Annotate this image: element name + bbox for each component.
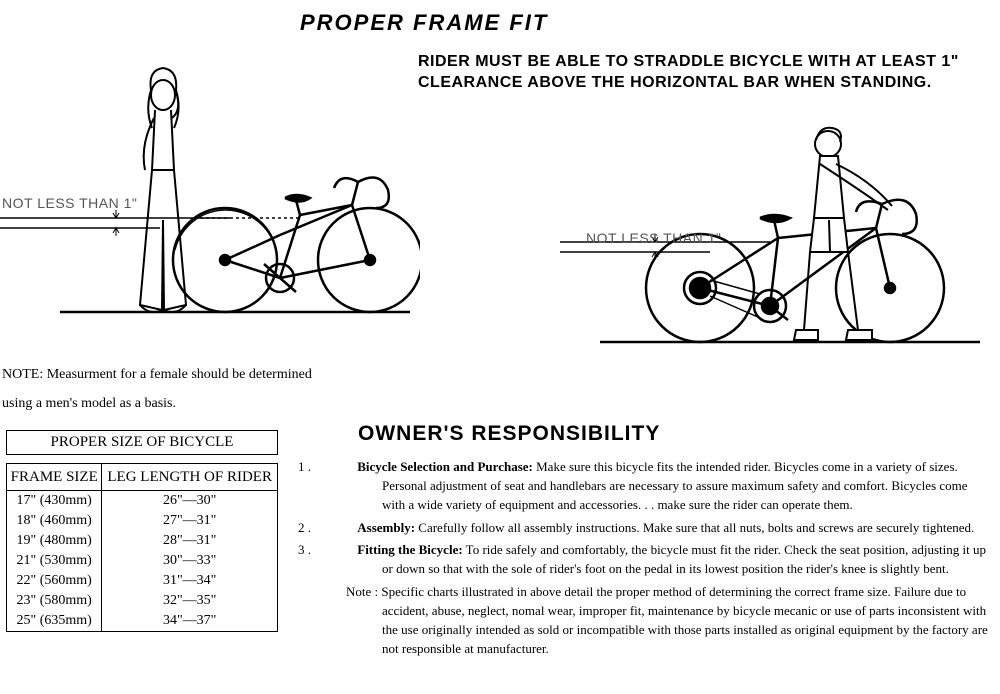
size-table-title: PROPER SIZE OF BICYCLE xyxy=(6,430,278,455)
table-cell: 26"—30" xyxy=(102,491,278,512)
table-row: 17" (430mm)26"—30" xyxy=(7,491,278,512)
owner-item: 2 . Assembly: Carefully follow all assem… xyxy=(340,519,990,538)
table-cell: 22" (560mm) xyxy=(7,571,102,591)
table-cell: 19" (480mm) xyxy=(7,531,102,551)
table-cell: 28"—31" xyxy=(102,531,278,551)
owner-list: 1 . Bicycle Selection and Purchase: Make… xyxy=(340,458,990,662)
table-row: 18" (460mm)27"—31" xyxy=(7,511,278,531)
table-row: 21" (530mm)30"—33" xyxy=(7,551,278,571)
table-cell: 21" (530mm) xyxy=(7,551,102,571)
table-cell: 32"—35" xyxy=(102,591,278,611)
diagram-female-bike xyxy=(0,60,420,320)
table-cell: 25" (635mm) xyxy=(7,611,102,632)
table-cell: 17" (430mm) xyxy=(7,491,102,512)
owner-title: OWNER'S RESPONSIBILITY xyxy=(358,422,660,446)
size-table-grid: FRAME SIZE LEG LENGTH OF RIDER 17" (430m… xyxy=(6,463,278,632)
table-cell: 31"—34" xyxy=(102,571,278,591)
table-row: 25" (635mm)34"—37" xyxy=(7,611,278,632)
table-cell: 27"—31" xyxy=(102,511,278,531)
note-female: NOTE: Measurment for a female should be … xyxy=(2,360,342,419)
owner-item: 3 . Fitting the Bicycle: To ride safely … xyxy=(340,541,990,579)
table-row: 22" (560mm)31"—34" xyxy=(7,571,278,591)
col-frame-size: FRAME SIZE xyxy=(7,464,102,491)
owner-note: Note : Specific charts illustrated in ab… xyxy=(340,583,990,658)
col-leg-length: LEG LENGTH OF RIDER xyxy=(102,464,278,491)
page-title: PROPER FRAME FIT xyxy=(300,10,548,36)
table-cell: 30"—33" xyxy=(102,551,278,571)
instruction-text: RIDER MUST BE ABLE TO STRADDLE BICYCLE W… xyxy=(418,52,988,94)
size-table: PROPER SIZE OF BICYCLE FRAME SIZE LEG LE… xyxy=(6,430,278,632)
table-cell: 18" (460mm) xyxy=(7,511,102,531)
table-cell: 23" (580mm) xyxy=(7,591,102,611)
owner-item: 1 . Bicycle Selection and Purchase: Make… xyxy=(340,458,990,515)
table-row: 19" (480mm)28"—31" xyxy=(7,531,278,551)
table-cell: 34"—37" xyxy=(102,611,278,632)
table-row: 23" (580mm)32"—35" xyxy=(7,591,278,611)
clearance-label-right: NOT LESS THAN 1" xyxy=(586,230,721,246)
clearance-label-left: NOT LESS THAN 1" xyxy=(2,195,137,211)
